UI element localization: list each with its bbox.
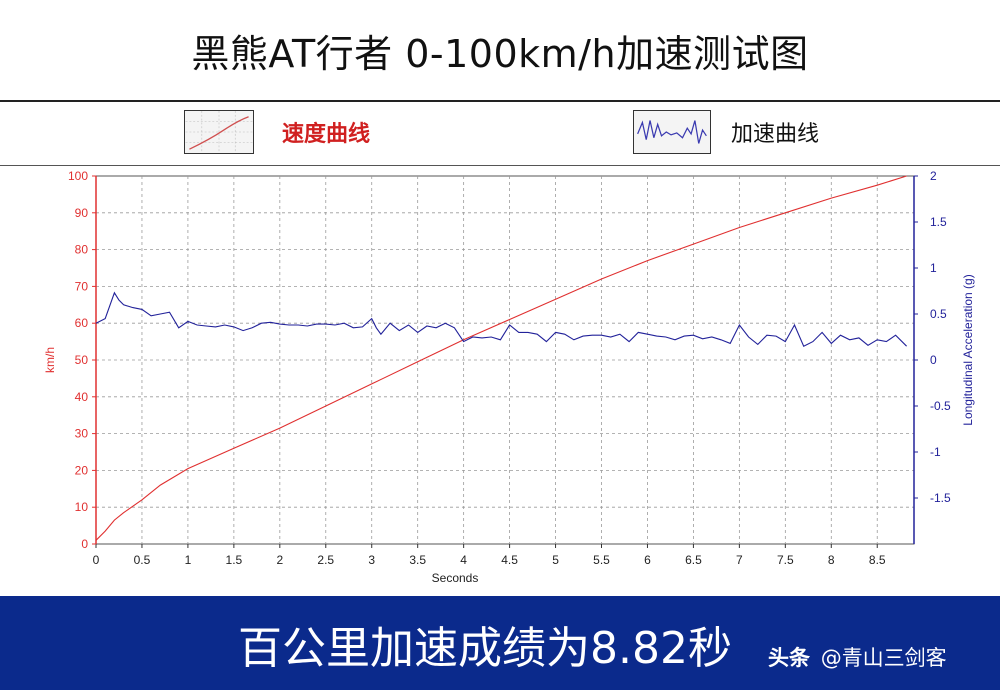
y-left-axis-label: km/h: [43, 347, 57, 373]
legend-accel: 加速曲线: [633, 110, 819, 154]
y-left-tick-label: 100: [68, 169, 88, 183]
x-tick-label: 7: [736, 553, 743, 567]
x-tick-label: 3: [368, 553, 375, 567]
x-tick-label: 1.5: [226, 553, 243, 567]
x-tick-label: 8.5: [869, 553, 886, 567]
legend-speed-label: 速度曲线: [282, 122, 371, 147]
x-tick-label: 4.5: [501, 553, 518, 567]
x-axis-label: Seconds: [432, 571, 479, 585]
acceleration-chart: 0 0.5 1 1.5 2 2.5 3 3.5 4 4.5 5 5.5 6 6.5 7 7.5 8 8.50102…: [43, 169, 975, 585]
footer-banner: 百公里加速成绩为8.82秒 头条 @青山三剑客: [0, 596, 1000, 690]
speed-series-line: [95, 175, 907, 541]
y-right-axis-label: Longitudinal Acceleration (g): [961, 274, 975, 425]
legend-speed: 速度曲线: [184, 110, 370, 154]
watermark-account: @青山三剑客: [820, 646, 947, 670]
x-tick-label: 7.5: [777, 553, 794, 567]
x-tick-label: 2.5: [317, 553, 334, 567]
y-right-tick-label: 2: [930, 169, 937, 183]
speed-curve-thumbnail-icon: [184, 110, 254, 154]
legend-bar: 速度曲线 加速曲线: [0, 100, 1000, 166]
x-tick-label: 5.5: [593, 553, 610, 567]
y-right-tick-label: 1: [930, 261, 937, 275]
watermark: 头条 @青山三剑客: [768, 642, 947, 672]
x-tick-label: 5: [552, 553, 559, 567]
y-right-tick-label: -1.5: [930, 491, 951, 505]
y-right-tick-label: 0.5: [930, 307, 947, 321]
y-left-tick-label: 90: [75, 206, 89, 220]
watermark-source: 头条: [768, 646, 810, 670]
y-left-tick-label: 70: [75, 279, 89, 293]
x-tick-label: 6: [644, 553, 651, 567]
x-tick-label: 4: [460, 553, 467, 567]
x-tick-label: 1: [185, 553, 192, 567]
x-tick-label: 2: [276, 553, 283, 567]
y-right-tick-label: -1: [930, 445, 941, 459]
y-left-tick-label: 0: [81, 537, 88, 551]
accel-series-line: [95, 291, 907, 347]
x-tick-label: 6.5: [685, 553, 702, 567]
y-right-tick-label: 0: [930, 353, 937, 367]
y-left-tick-label: 40: [75, 390, 89, 404]
y-left-tick-label: 50: [75, 353, 89, 367]
x-tick-label: 3.5: [409, 553, 426, 567]
accel-curve-thumbnail-icon: [633, 110, 711, 154]
legend-accel-label: 加速曲线: [731, 122, 820, 147]
y-left-tick-label: 80: [75, 243, 89, 257]
x-tick-label: 8: [828, 553, 835, 567]
y-left-tick-label: 30: [75, 427, 89, 441]
y-left-tick-label: 60: [75, 316, 89, 330]
result-text: 百公里加速成绩为8.82秒: [238, 623, 732, 674]
x-tick-label: 0.5: [134, 553, 151, 567]
y-left-tick-label: 20: [75, 463, 89, 477]
x-tick-label: 0: [93, 553, 100, 567]
y-left-tick-label: 10: [75, 500, 89, 514]
y-right-tick-label: -0.5: [930, 399, 951, 413]
y-right-tick-label: 1.5: [930, 215, 947, 229]
chart-title: 黑熊AT行者 0-100km/h加速测试图: [191, 31, 809, 76]
